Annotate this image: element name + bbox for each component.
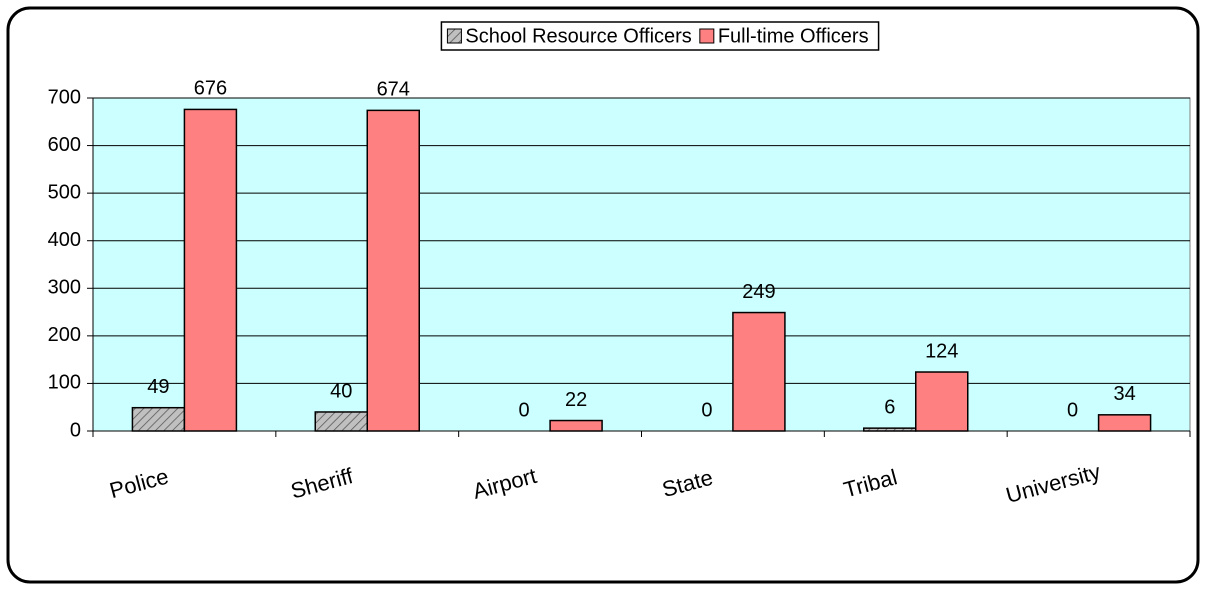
data-label: 40 bbox=[330, 380, 352, 402]
bar bbox=[131, 406, 186, 432]
bar bbox=[732, 311, 786, 432]
bar bbox=[549, 419, 603, 432]
data-label: 676 bbox=[194, 78, 227, 100]
data-label: 124 bbox=[925, 340, 958, 362]
legend-swatch bbox=[446, 28, 462, 44]
bar bbox=[863, 427, 917, 432]
legend-label: School Resource Officers bbox=[465, 25, 691, 47]
y-tick-label: 500 bbox=[48, 181, 81, 203]
bar bbox=[366, 109, 420, 432]
y-tick-label: 400 bbox=[48, 229, 81, 251]
bar bbox=[1097, 414, 1152, 432]
data-label: 34 bbox=[1113, 383, 1135, 405]
data-label: 0 bbox=[701, 399, 712, 421]
y-tick-label: 0 bbox=[70, 419, 81, 441]
data-label: 674 bbox=[377, 79, 410, 101]
bar bbox=[915, 371, 969, 432]
data-label: 49 bbox=[147, 376, 169, 398]
y-tick-label: 700 bbox=[48, 86, 81, 108]
data-label: 22 bbox=[565, 389, 587, 411]
bar bbox=[314, 411, 368, 432]
bar bbox=[183, 108, 238, 432]
legend-box bbox=[440, 21, 880, 51]
data-label: 0 bbox=[1067, 399, 1078, 421]
data-label: 6 bbox=[884, 396, 895, 418]
legend: School Resource Officers Full-time Office… bbox=[440, 21, 880, 51]
y-tick-label: 600 bbox=[48, 134, 81, 156]
data-label: 249 bbox=[742, 281, 775, 303]
plot-area bbox=[92, 97, 1191, 432]
data-label: 0 bbox=[519, 399, 530, 421]
legend-swatch bbox=[699, 28, 715, 44]
y-tick-label: 200 bbox=[48, 324, 81, 346]
legend-label: Full-time Officers bbox=[718, 25, 869, 47]
y-tick-label: 100 bbox=[48, 372, 81, 394]
y-tick-label: 300 bbox=[48, 277, 81, 299]
